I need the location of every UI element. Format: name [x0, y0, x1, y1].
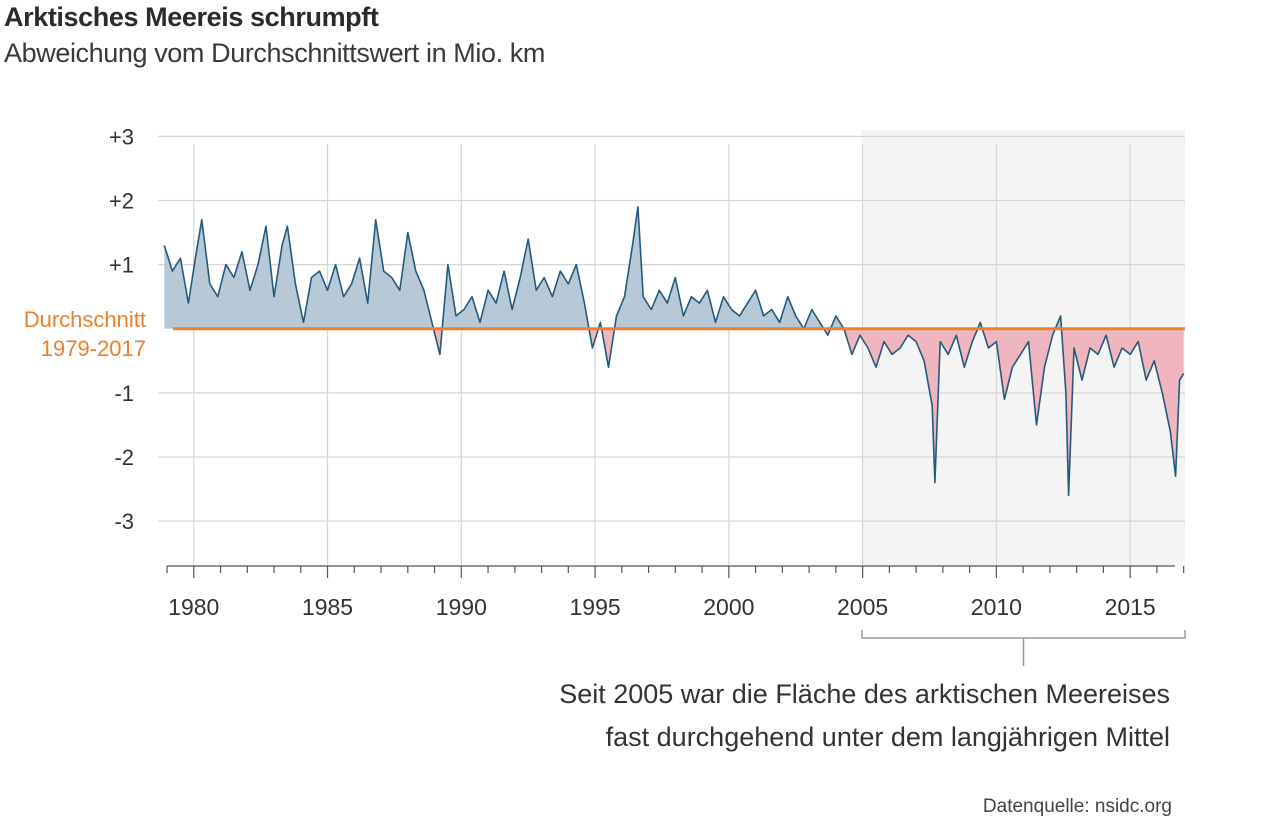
- annotation-line1: Seit 2005 war die Fläche des arktischen …: [559, 679, 1170, 709]
- y-axis-labels: +3 +2 +1 -1 -2 -3: [109, 124, 134, 534]
- y-tick-label: -1: [114, 381, 134, 406]
- area-below-average: [164, 328, 1184, 496]
- x-gridlines: [193, 144, 1131, 566]
- area-above-average: [164, 206, 1062, 329]
- annotation-line2: fast durchgehend unter dem langjährigen …: [606, 722, 1170, 752]
- x-tick-label: 1980: [168, 594, 219, 620]
- source-note: Datenquelle: nsidc.org: [983, 796, 1172, 817]
- y-tick-label: -3: [114, 509, 134, 534]
- y-tick-label: +3: [109, 124, 134, 149]
- x-axis-ticks: [166, 566, 1185, 578]
- x-tick-label: 2010: [971, 594, 1022, 620]
- average-label-line1: Durchschnitt: [24, 307, 146, 332]
- deviation-areas: [164, 206, 1184, 496]
- y-tick-label: +2: [109, 189, 134, 214]
- x-tick-label: 1995: [569, 594, 620, 620]
- highlight-bracket: [861, 630, 1186, 666]
- y-tick-label: -2: [114, 445, 134, 470]
- x-tick-label: 1990: [436, 594, 487, 620]
- chart-subtitle: Abweichung vom Durchschnittswert in Mio.…: [4, 38, 545, 68]
- x-axis-labels: 1980 1985 1990 1995 2000 2005 2010 2015: [168, 594, 1156, 620]
- chart-title: Arktisches Meereis schrumpft: [4, 2, 379, 32]
- y-gridlines: [158, 135, 1185, 522]
- y-tick-label: +1: [109, 253, 134, 278]
- deviation-line: [163, 206, 1185, 497]
- x-tick-label: 2005: [837, 594, 888, 620]
- x-tick-label: 2015: [1105, 594, 1156, 620]
- average-label-line2: 1979-2017: [41, 336, 146, 361]
- x-tick-label: 2000: [703, 594, 754, 620]
- x-tick-label: 1985: [302, 594, 353, 620]
